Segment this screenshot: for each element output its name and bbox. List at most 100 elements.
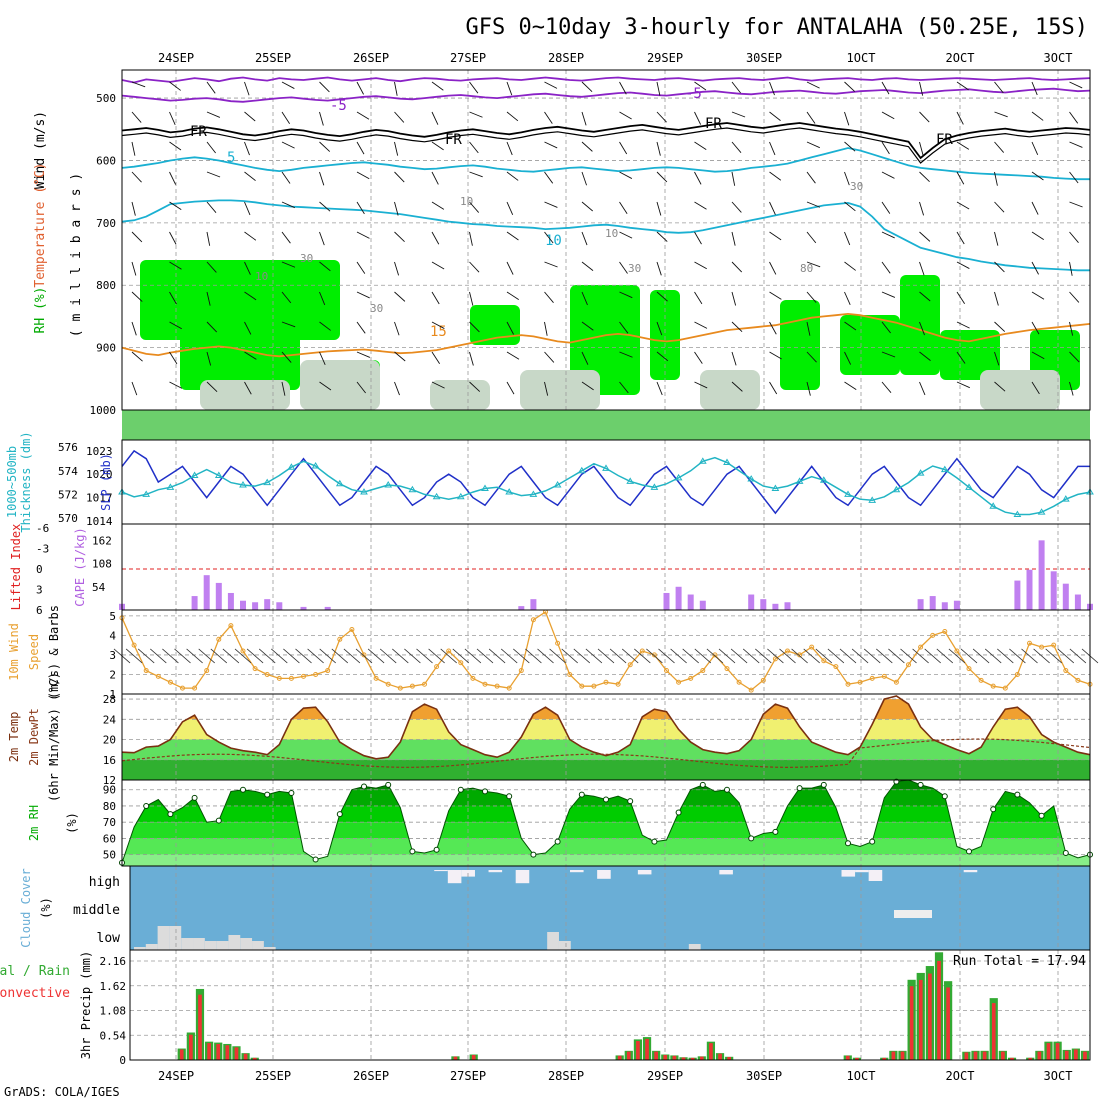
bottom-date-label: 27SEP xyxy=(450,1069,486,1083)
wind-barb xyxy=(694,231,702,245)
wind-barb xyxy=(656,261,662,276)
rh-band-4 xyxy=(122,838,1090,855)
wind-barb xyxy=(506,141,513,156)
wind-ylabel-3: (m/s) & Barbs xyxy=(47,605,61,699)
wind-barb xyxy=(581,351,589,365)
wind-barb-10m xyxy=(609,648,627,664)
wind-point xyxy=(857,679,863,685)
wind-barb xyxy=(206,171,221,178)
wind-barb xyxy=(806,171,816,184)
wind-barb xyxy=(1069,171,1079,184)
wind-ytick: 1 xyxy=(109,688,116,701)
wind-barb xyxy=(281,111,291,124)
wind-barb-10m xyxy=(416,648,433,664)
wind-barb xyxy=(994,111,1008,118)
wind-point xyxy=(724,666,730,672)
precip-conv-bar xyxy=(1064,1050,1069,1060)
wind-barb xyxy=(356,231,370,239)
rh-point xyxy=(627,798,634,805)
wind-barb-10m xyxy=(343,648,361,664)
wind-barb xyxy=(506,381,515,395)
upper-ytick-label: 700 xyxy=(96,217,116,230)
wind-ytick: 4 xyxy=(109,629,116,642)
wind-barb-10m xyxy=(246,648,264,664)
wind-barb xyxy=(1031,291,1045,300)
wind-barb xyxy=(881,321,891,334)
upper-ytick-label: 500 xyxy=(96,92,116,105)
wind-barb xyxy=(956,351,966,364)
upper-ylabel-wind: Wind (m/s) xyxy=(33,111,48,189)
precip-conv-bar xyxy=(928,973,932,1060)
wind-barb xyxy=(206,201,217,214)
contour-label: 10 xyxy=(545,233,562,249)
li-ytick: 6 xyxy=(36,604,43,617)
wind-barb xyxy=(919,171,930,183)
wind-barb xyxy=(394,261,400,276)
wind-barb xyxy=(131,171,142,183)
wind-barb xyxy=(206,111,221,118)
wind-barb xyxy=(919,321,925,336)
wind-barb xyxy=(619,381,629,394)
top-date-label: 26SEP xyxy=(353,51,389,65)
wind-point xyxy=(409,683,415,689)
precip-ytick: 0 xyxy=(119,1054,126,1067)
precip-frame xyxy=(129,949,1091,1061)
wind-barb xyxy=(244,291,257,301)
wind-barb-10m xyxy=(488,648,506,664)
wind-point xyxy=(361,652,367,658)
cloud-low-bar xyxy=(558,941,571,950)
wind-point xyxy=(930,632,936,638)
rh-point xyxy=(361,783,367,790)
wind-barb xyxy=(919,261,925,276)
precip-conv-bar xyxy=(453,1056,458,1060)
wind-barb xyxy=(394,201,399,216)
precip-conv-bar xyxy=(626,1051,631,1060)
wind-point xyxy=(167,679,173,685)
slp-ytick: 1017 xyxy=(86,492,113,505)
rh-ylabel-2: (%) xyxy=(65,812,79,834)
top-date-label: 3OCT xyxy=(1044,51,1073,65)
precip-conv-bar xyxy=(909,986,914,1060)
wind-barb xyxy=(881,81,890,95)
cape-bar xyxy=(929,596,936,610)
rh-bright-10 xyxy=(180,330,300,390)
wind-barb xyxy=(356,261,366,274)
wind-barb xyxy=(169,231,177,245)
wind-barb xyxy=(919,111,930,123)
cloud-high-bar xyxy=(963,870,978,873)
wind-ytick: 5 xyxy=(109,610,116,623)
cape-ytick: 162 xyxy=(92,534,112,547)
wind-barb-10m xyxy=(198,648,215,664)
cape-ylabel: CAPE (J/kg) xyxy=(73,527,87,606)
thickness-point xyxy=(916,469,925,476)
wind-barb xyxy=(1031,81,1038,96)
wind-barb xyxy=(431,141,444,151)
wind-barb xyxy=(769,291,782,300)
wind-barb xyxy=(206,321,218,333)
wind-barb xyxy=(431,231,440,245)
wind-barb xyxy=(394,291,406,302)
wind-barb xyxy=(919,351,931,361)
wind-barb xyxy=(956,141,970,150)
wind-point xyxy=(966,666,972,672)
cloud-low-bar xyxy=(157,926,170,950)
wind-barb-10m xyxy=(730,648,748,664)
wind-barb xyxy=(994,81,1004,94)
upper-frame xyxy=(121,69,1091,411)
wind-barb-10m xyxy=(621,648,639,664)
precip-conv-bar xyxy=(1083,1051,1087,1060)
wind-point xyxy=(143,668,149,674)
thickness-point xyxy=(384,480,393,488)
wind-point xyxy=(990,683,996,689)
thickness-point xyxy=(481,484,489,492)
wind-barb xyxy=(244,261,251,275)
wind-point xyxy=(228,623,234,629)
wind-barb xyxy=(544,81,558,89)
wind-point xyxy=(530,617,536,623)
rh-bright-5 xyxy=(780,300,820,390)
rh-point xyxy=(869,838,876,845)
wind-barb xyxy=(244,141,250,156)
precip-conv-bar xyxy=(234,1047,239,1060)
wind-point xyxy=(506,685,512,691)
wind-barb xyxy=(356,291,370,299)
